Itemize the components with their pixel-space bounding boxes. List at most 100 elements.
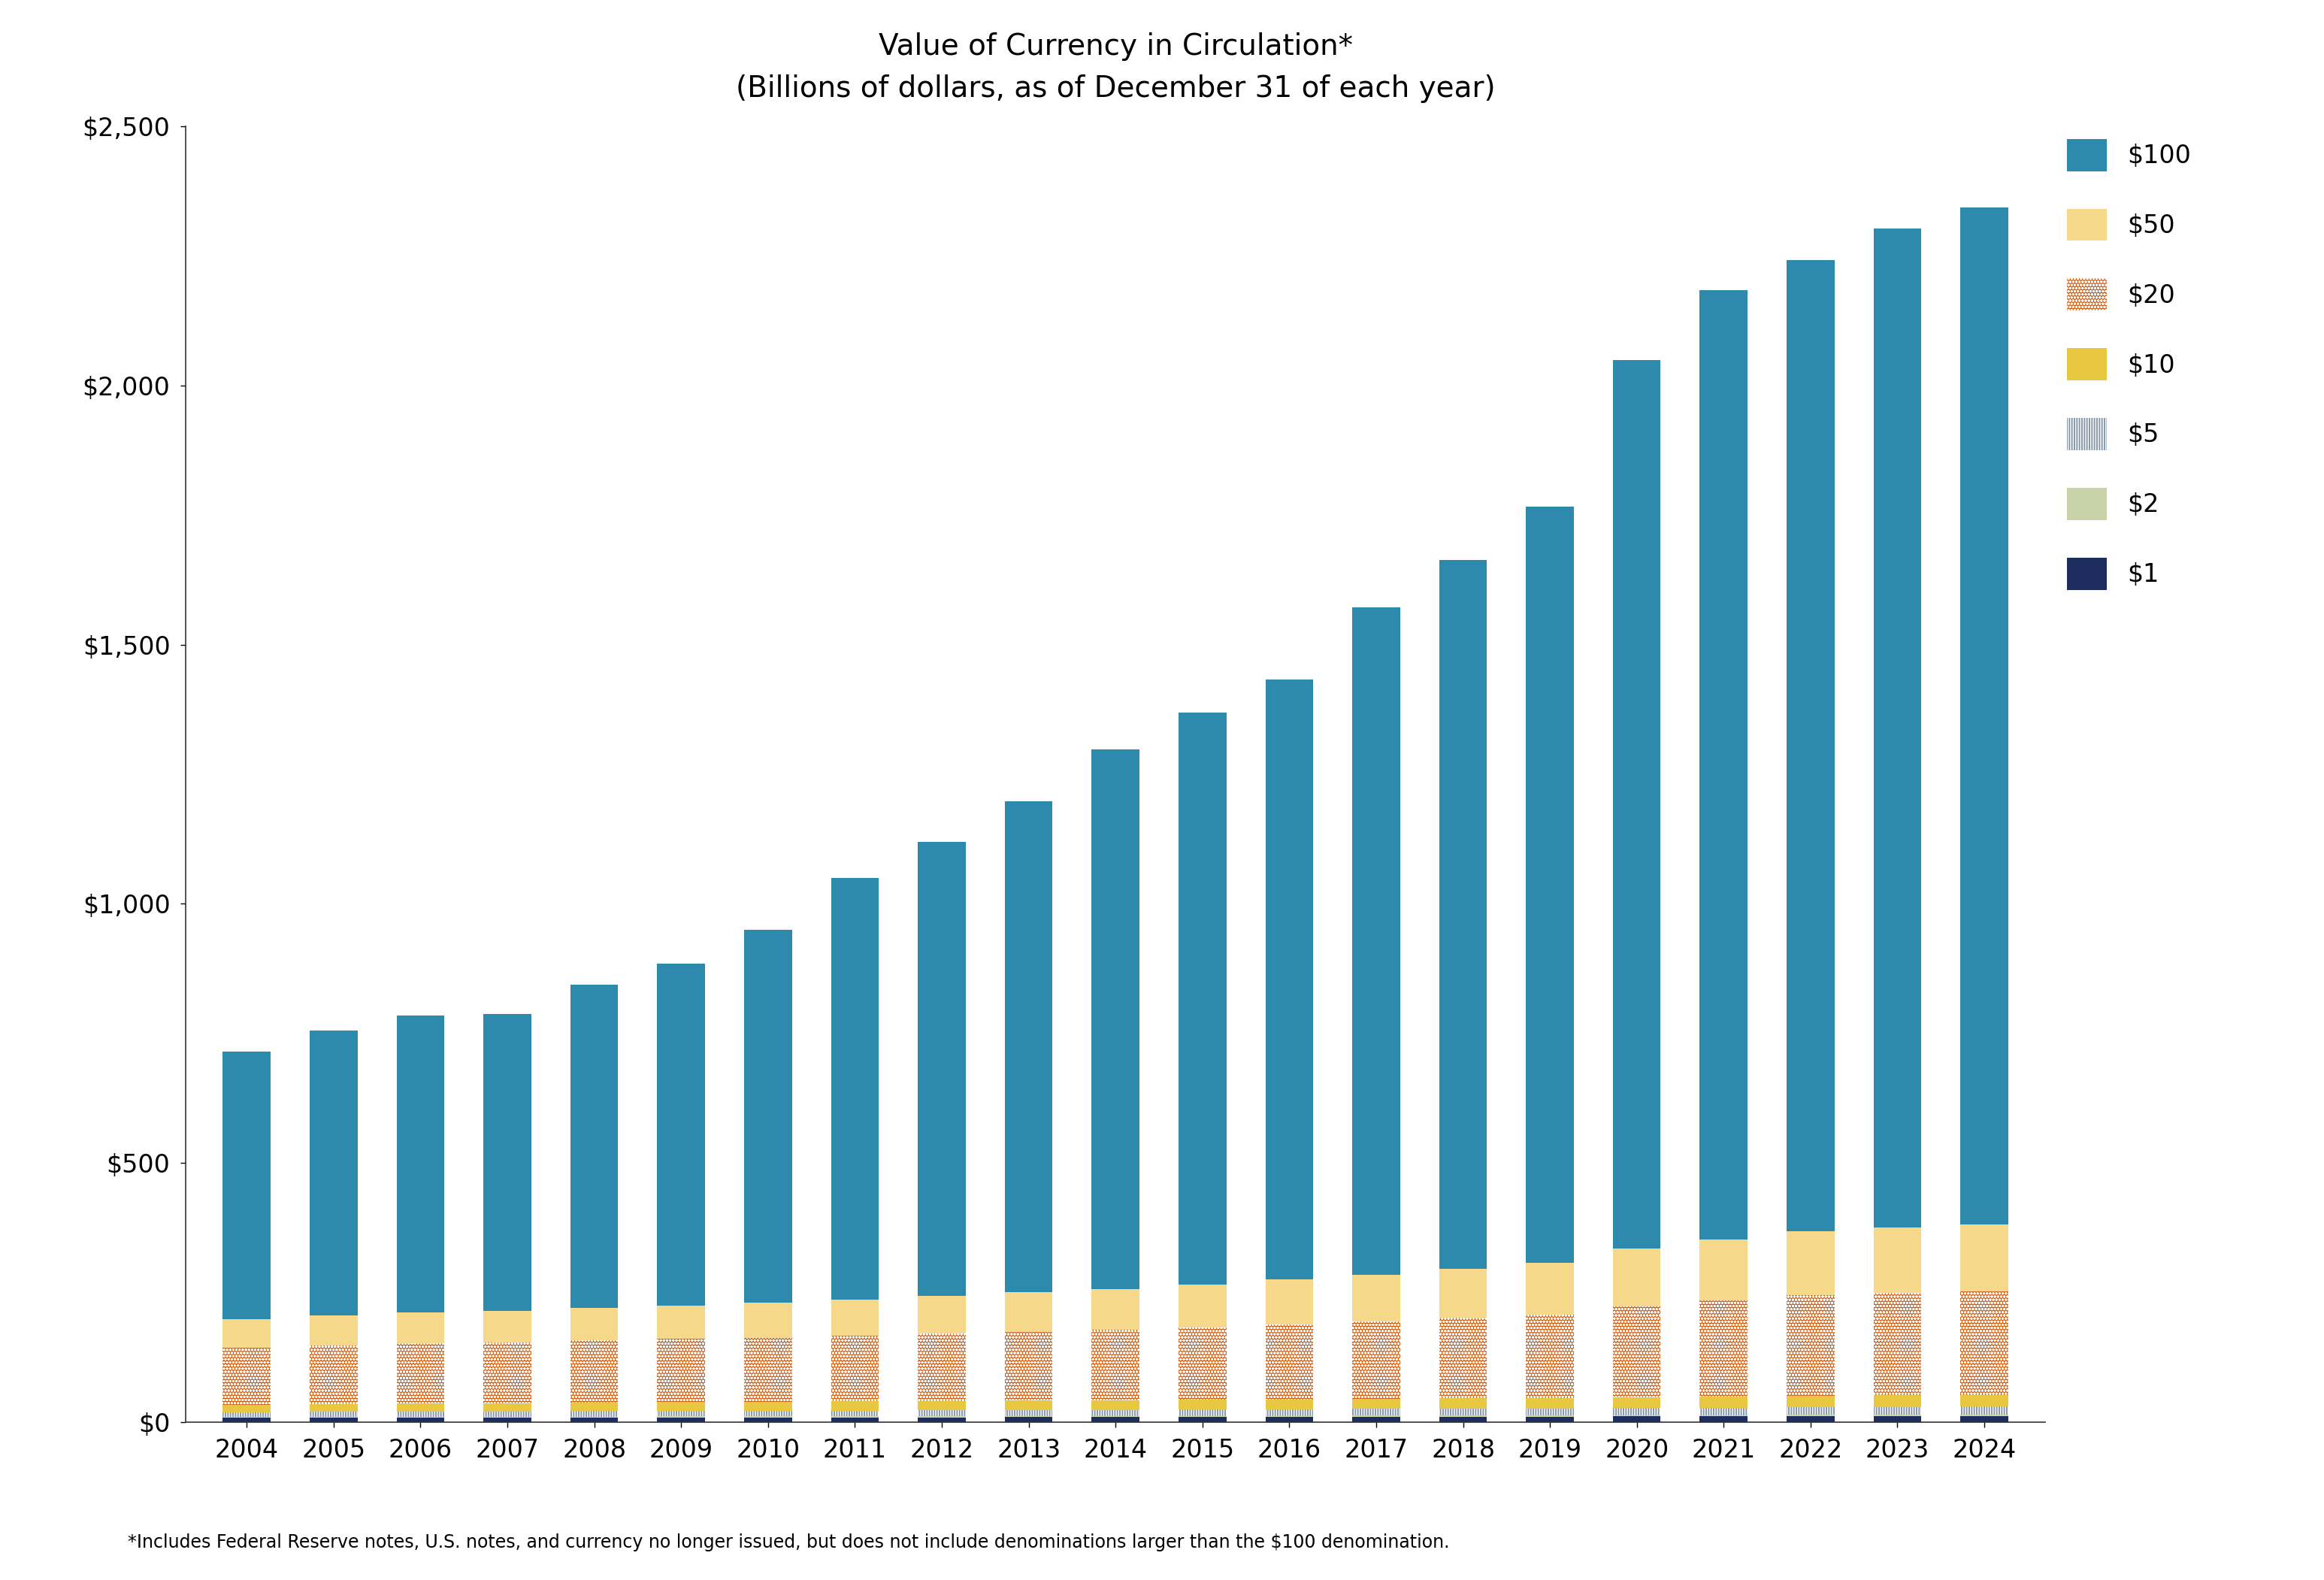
Bar — [223, 1413, 270, 1417]
Bar — [1527, 1417, 1573, 1422]
Bar — [1787, 1408, 1834, 1416]
Bar — [744, 929, 792, 1303]
Bar — [309, 1413, 358, 1417]
Bar — [1787, 1416, 1834, 1422]
Bar — [1353, 607, 1399, 1275]
Bar — [309, 1405, 358, 1413]
Bar — [397, 1411, 444, 1417]
Bar — [1439, 1269, 1487, 1318]
Bar — [1613, 1397, 1662, 1408]
Bar — [397, 1016, 444, 1311]
Bar — [1439, 1318, 1487, 1398]
Bar — [397, 1311, 444, 1343]
Bar — [1613, 1248, 1662, 1307]
Bar — [744, 1417, 792, 1422]
Bar — [1264, 1409, 1313, 1416]
Bar — [483, 1343, 532, 1403]
Bar — [1873, 229, 1922, 1228]
Bar — [397, 1343, 444, 1403]
Bar — [1961, 1224, 2008, 1291]
Bar — [918, 1417, 967, 1422]
Bar — [1353, 1417, 1399, 1422]
Bar — [1527, 1262, 1573, 1315]
Bar — [1873, 1395, 1922, 1406]
Bar — [1961, 1291, 2008, 1395]
Bar — [1092, 749, 1139, 1289]
Bar — [918, 1296, 967, 1334]
Bar — [1961, 207, 2008, 1224]
Bar — [658, 1305, 704, 1338]
Bar — [918, 1334, 967, 1401]
Bar — [1264, 679, 1313, 1280]
Bar — [918, 842, 967, 1296]
Bar — [658, 964, 704, 1305]
Bar — [397, 1403, 444, 1411]
Bar — [397, 1417, 444, 1422]
Bar — [1613, 1307, 1662, 1397]
Bar — [744, 1338, 792, 1401]
Bar — [1439, 1398, 1487, 1409]
Bar — [832, 1299, 878, 1335]
Bar — [1873, 1406, 1922, 1414]
Bar — [1439, 1409, 1487, 1416]
Bar — [1873, 1416, 1922, 1422]
Bar — [1961, 1416, 2008, 1422]
Bar — [223, 1405, 270, 1413]
Bar — [309, 1030, 358, 1315]
Bar — [1787, 259, 1834, 1231]
Bar — [1264, 1280, 1313, 1324]
Bar — [1787, 1294, 1834, 1395]
Bar — [1527, 1398, 1573, 1408]
Bar — [569, 1403, 618, 1411]
Bar — [223, 1417, 270, 1422]
Bar — [1527, 1315, 1573, 1398]
Bar — [1699, 291, 1748, 1239]
Bar — [569, 1308, 618, 1340]
Bar — [569, 1340, 618, 1403]
Bar — [1353, 1398, 1399, 1409]
Bar — [1699, 1397, 1748, 1408]
Title: Value of Currency in Circulation*
(Billions of dollars, as of December 31 of eac: Value of Currency in Circulation* (Billi… — [737, 33, 1494, 103]
Bar — [1178, 1327, 1227, 1400]
Bar — [569, 984, 618, 1308]
Bar — [1873, 1228, 1922, 1292]
Bar — [1527, 506, 1573, 1262]
Bar — [569, 1417, 618, 1422]
Bar — [483, 1411, 532, 1417]
Bar — [1178, 1417, 1227, 1422]
Bar — [832, 1335, 878, 1401]
Bar — [1873, 1292, 1922, 1395]
Bar — [1613, 1417, 1662, 1422]
Bar — [1178, 1285, 1227, 1327]
Bar — [832, 1417, 878, 1422]
Bar — [483, 1403, 532, 1411]
Bar — [1961, 1395, 2008, 1406]
Bar — [1353, 1275, 1399, 1321]
Bar — [223, 1319, 270, 1348]
Bar — [1439, 1417, 1487, 1422]
Bar — [1613, 360, 1662, 1248]
Bar — [1004, 1400, 1053, 1409]
Bar — [832, 1411, 878, 1416]
Bar — [1004, 1332, 1053, 1400]
Bar — [658, 1417, 704, 1422]
Bar — [309, 1417, 358, 1422]
Bar — [223, 1348, 270, 1405]
Bar — [1092, 1409, 1139, 1416]
Bar — [1264, 1417, 1313, 1422]
Bar — [1699, 1416, 1748, 1422]
Bar — [309, 1346, 358, 1405]
Bar — [1699, 1239, 1748, 1300]
Bar — [1787, 1395, 1834, 1408]
Text: *Includes Federal Reserve notes, U.S. notes, and currency no longer issued, but : *Includes Federal Reserve notes, U.S. no… — [128, 1534, 1450, 1552]
Bar — [223, 1052, 270, 1319]
Bar — [1004, 1417, 1053, 1422]
Bar — [1613, 1408, 1662, 1416]
Bar — [832, 1401, 878, 1411]
Bar — [1004, 1292, 1053, 1332]
Bar — [1787, 1231, 1834, 1294]
Bar — [1527, 1408, 1573, 1416]
Bar — [832, 878, 878, 1299]
Bar — [309, 1315, 358, 1346]
Bar — [1353, 1321, 1399, 1398]
